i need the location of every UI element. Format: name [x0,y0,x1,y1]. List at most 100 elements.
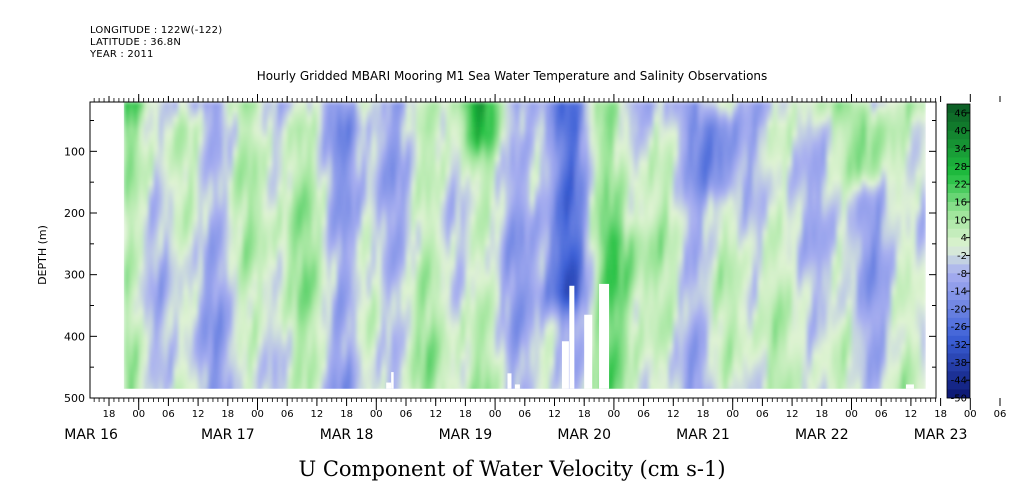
heatmap-cell [208,324,214,330]
heatmap-cell [406,383,412,389]
heatmap-cell [371,166,377,172]
heatmap-cell [232,353,239,360]
heatmap-cell [178,358,184,365]
heatmap-cell [198,205,204,212]
heatmap-cell [509,353,516,360]
heatmap-cell [292,240,298,246]
heatmap-cell [178,299,184,305]
heatmap-cell [406,309,412,315]
heatmap-cell [529,284,536,291]
heatmap-cell [480,338,486,345]
heatmap-cell [133,378,140,384]
heatmap-cell [208,230,214,236]
heatmap-cell [257,185,264,192]
heatmap-cell [331,190,338,197]
heatmap-cell [227,126,234,133]
heatmap-cell [505,215,511,221]
heatmap-cell [376,299,382,305]
heatmap-cell [262,136,268,143]
heatmap-cell [361,190,367,197]
heatmap-cell [485,274,491,281]
heatmap-cell [341,284,348,291]
heatmap-cell [153,319,160,325]
heatmap-cell [227,363,234,369]
heatmap-cell [495,195,501,202]
heatmap-cell [252,131,259,138]
heatmap-cell [153,220,160,226]
heatmap-cell [401,126,407,133]
heatmap-cell [193,121,199,128]
heatmap-cell [302,279,308,286]
heatmap-cell [509,131,516,138]
heatmap-cell [529,363,536,369]
heatmap-cell [361,309,367,315]
heatmap-cell [282,314,288,320]
heatmap-cell [524,116,531,123]
heatmap-cell [415,171,422,177]
heatmap-cell [430,215,437,221]
heatmap-cell [371,141,377,147]
heatmap-cell [203,156,209,162]
heatmap-cell [148,245,155,251]
heatmap-cell [366,215,372,221]
heatmap-cell [267,215,273,221]
heatmap-cell [168,141,174,147]
heatmap-cell [445,215,452,221]
heatmap-cell [450,338,457,345]
heatmap-cell [435,254,442,261]
heatmap-cell [495,299,501,305]
heatmap-cell [450,309,457,315]
heatmap-cell [307,136,313,143]
heatmap-cell [277,304,283,310]
heatmap-cell [401,353,407,360]
heatmap-cell [163,368,169,374]
heatmap-cell [386,195,392,202]
heatmap-cell [242,304,249,310]
heatmap-cell [163,111,169,118]
heatmap-cell [138,309,145,315]
heatmap-cell [267,333,273,340]
heatmap-cell [435,324,442,330]
heatmap-cell [237,215,244,221]
heatmap-cell [396,210,402,217]
heatmap-cell [292,141,298,147]
heatmap-cell [198,279,204,286]
heatmap-cell [460,235,466,241]
heatmap-cell [539,205,546,212]
heatmap-cell [485,245,491,251]
heatmap-cell [267,200,273,207]
heatmap-cell [420,259,427,266]
heatmap-cell [277,378,283,384]
heatmap-cell [217,156,224,162]
heatmap-cell [475,156,481,162]
heatmap-cell [505,225,511,231]
heatmap-cell [406,180,412,187]
heatmap-cell [341,111,348,118]
heatmap-cell [435,294,442,300]
heatmap-cell [148,131,155,138]
heatmap-cell [361,136,367,143]
heatmap-cell [505,121,511,128]
heatmap-cell [321,240,328,246]
heatmap-cell [401,146,407,152]
heatmap-cell [292,373,298,379]
heatmap-cell [465,324,471,330]
heatmap-cell [232,151,239,157]
heatmap-cell [505,141,511,147]
heatmap-cell [311,299,318,305]
heatmap-cell [203,210,209,217]
heatmap-cell [252,250,259,256]
heatmap-cell [366,338,372,345]
heatmap-cell [128,319,135,325]
heatmap-cell [292,210,298,217]
heatmap-cell [425,343,432,350]
heatmap-cell [524,235,531,241]
heatmap-cell [282,378,288,384]
heatmap-cell [168,161,174,167]
heatmap-cell [391,289,397,295]
heatmap-cell [450,111,457,118]
heatmap-cell [178,319,184,325]
heatmap-cell [198,309,204,315]
heatmap-cell [490,314,496,320]
